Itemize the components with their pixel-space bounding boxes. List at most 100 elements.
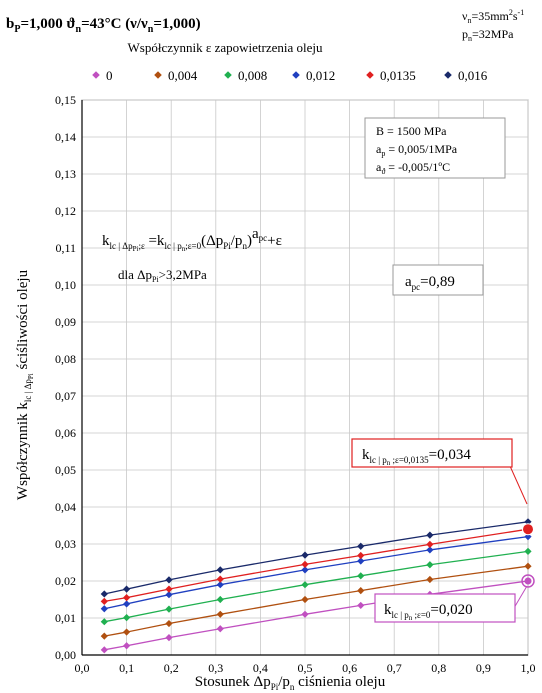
y-tick-label: 0,09: [55, 315, 76, 329]
highlight-marker-bottom-dot: [524, 577, 532, 585]
legend-marker: [224, 71, 232, 79]
data-point: [301, 551, 309, 559]
y-axis-ticks: 0,00 0,01 0,02 0,03 0,04 0,05 0,06 0,07 0,08 0,09…: [55, 93, 76, 662]
data-point: [524, 547, 532, 555]
data-point: [301, 595, 309, 604]
x-tick-label: 0,2: [164, 661, 179, 675]
legend-label: 0,0135: [380, 68, 416, 83]
data-point: [165, 619, 173, 628]
x-tick-label: 0,6: [342, 661, 357, 675]
data-point: [123, 585, 131, 593]
header-pressure: pn=32MPa: [462, 27, 514, 43]
y-axis-label: Współczynnik klc | ΔpPi ściśliwości olej…: [15, 269, 35, 500]
legend-label: 0,008: [238, 68, 267, 83]
data-point: [357, 587, 365, 595]
legend-marker: [154, 71, 162, 79]
data-point: [301, 610, 309, 618]
legend-item: 0: [92, 68, 113, 83]
data-point: [100, 590, 108, 598]
y-tick-label: 0,08: [55, 352, 76, 366]
data-point: [426, 540, 434, 548]
data-point: [426, 531, 434, 539]
x-tick-label: 0,3: [208, 661, 223, 675]
x-tick-label: 0,8: [431, 661, 446, 675]
data-point: [165, 591, 173, 599]
data-point: [357, 557, 365, 565]
legend-marker: [366, 71, 374, 79]
data-point: [216, 566, 224, 574]
y-tick-label: 0,11: [55, 241, 76, 255]
legend-item: 0,008: [224, 68, 267, 83]
data-point: [426, 546, 434, 554]
data-point: [123, 642, 131, 650]
formula-condition: dla ΔpPi>3,2MPa: [118, 267, 207, 284]
data-point: [165, 576, 173, 584]
svg-text:klc | pn ;ε=0,0135=0,034: klc | pn ;ε=0,0135=0,034: [362, 447, 471, 467]
legend-item: 0,016: [444, 68, 488, 83]
legend-item: 0,012: [292, 68, 335, 83]
y-tick-label: 0,13: [55, 167, 76, 181]
legend-marker: [292, 71, 300, 79]
data-point: [357, 542, 365, 550]
y-tick-label: 0,01: [55, 611, 76, 625]
data-point: [100, 597, 108, 605]
data-point: [216, 595, 224, 604]
x-tick-label: 0,0: [75, 661, 90, 675]
legend-label: 0,016: [458, 68, 488, 83]
data-point: [165, 634, 173, 642]
series-line: [104, 550, 529, 623]
series-line: [104, 528, 529, 602]
x-axis-ticks: 0,0 0,1 0,2 0,3 0,4 0,5 0,6 0,7 0,8 0,9 1,0: [75, 661, 536, 675]
data-point: [357, 601, 365, 610]
y-tick-label: 0,14: [55, 130, 76, 144]
series-group: [100, 518, 535, 654]
highlight-marker-top: [522, 523, 534, 536]
series-line: [104, 565, 529, 637]
data-point: [426, 575, 434, 584]
callout-top: klc | pn ;ε=0,0135=0,034: [351, 438, 528, 505]
data-point: [357, 572, 365, 580]
series-5: [100, 518, 532, 598]
x-tick-label: 0,7: [387, 661, 402, 675]
series-2: [100, 547, 532, 626]
legend-label: 0,004: [168, 68, 198, 83]
params-box: B = 1500 MPa ap = 0,005/1MPa aϑ = -0,005…: [364, 117, 506, 179]
x-axis-label: Stosunek ΔpPi/pn ciśnienia oleju: [195, 674, 386, 692]
callout-bottom: klc | pn ;ε=0=0,020: [374, 585, 528, 623]
y-tick-label: 0,10: [55, 278, 76, 292]
data-point: [426, 561, 434, 569]
param-ap: ap = 0,005/1MPa: [376, 142, 458, 158]
param-bulk-modulus: B = 1500 MPa: [376, 124, 447, 138]
data-point: [100, 646, 108, 654]
legend-item: 0,0135: [366, 68, 416, 83]
y-tick-label: 0,00: [55, 648, 76, 662]
data-point: [357, 551, 365, 560]
legend: 0 0,004 0,008 0,012 0,0135 0,016: [92, 68, 488, 83]
x-tick-label: 0,4: [253, 661, 268, 675]
header-title: bP=1,000 ϑn=43°C (ν/νn=1,000): [6, 16, 201, 35]
y-tick-label: 0,12: [55, 204, 76, 218]
data-point: [165, 585, 173, 593]
legend-marker: [444, 71, 452, 79]
grid: [81, 99, 529, 656]
data-point: [216, 581, 224, 589]
data-point: [165, 605, 173, 613]
svg-text:apc=0,89: apc=0,89: [405, 274, 455, 292]
data-point: [301, 581, 309, 589]
x-tick-label: 0,1: [119, 661, 134, 675]
data-point: [216, 610, 224, 618]
data-point: [123, 600, 131, 608]
data-point: [216, 625, 224, 633]
y-tick-label: 0,04: [55, 500, 76, 514]
data-point: [216, 575, 224, 583]
legend-title: Współczynnik ε zapowietrzenia oleju: [128, 40, 323, 55]
series-4: [100, 525, 532, 605]
formula-main: klc | ΔpPi;ε =klc | pn;ε=0(ΔpPi/pn)apc+ε: [102, 226, 282, 253]
data-point: [100, 605, 108, 613]
data-point: [123, 628, 131, 636]
data-point: [301, 560, 309, 568]
y-tick-label: 0,05: [55, 463, 76, 477]
series-1: [100, 562, 532, 640]
y-tick-label: 0,07: [55, 389, 76, 403]
legend-label: 0,012: [306, 68, 335, 83]
